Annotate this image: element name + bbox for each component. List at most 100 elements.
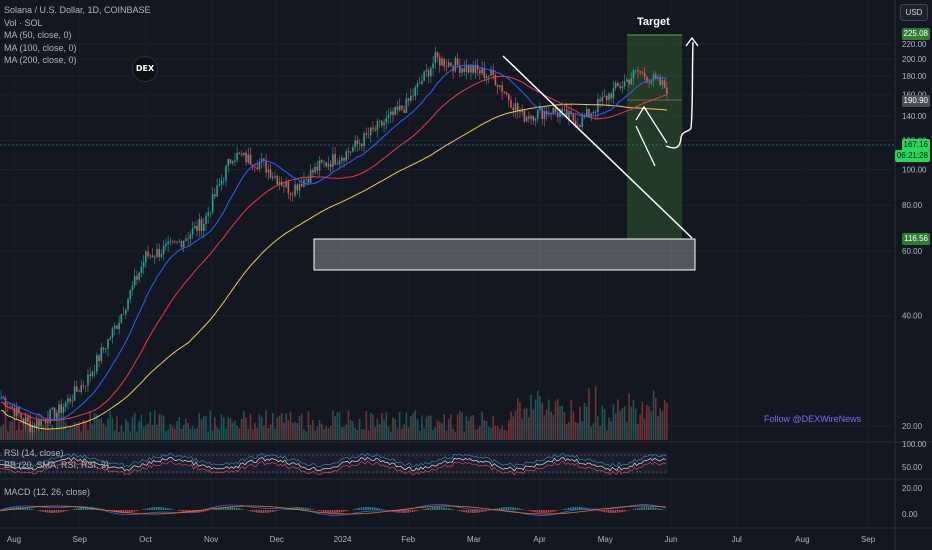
candle-body <box>461 68 463 73</box>
macd-histogram-bar <box>409 510 412 513</box>
volume-bar <box>530 394 532 440</box>
macd-histogram-bar <box>86 507 89 510</box>
candle-body <box>176 241 178 243</box>
target-label: Target <box>637 16 670 28</box>
macd-histogram-bar <box>369 507 372 510</box>
candle-body <box>423 71 425 82</box>
candle-body <box>394 106 397 115</box>
candle-body <box>307 178 310 183</box>
macd-legend[interactable]: MACD (12, 26, close) <box>4 487 91 497</box>
candle-body <box>367 134 370 136</box>
volume-bar <box>309 425 312 440</box>
volume-bar <box>76 423 78 440</box>
volume-bar <box>583 402 586 440</box>
candle-body <box>24 417 27 423</box>
macd-histogram-bar <box>207 510 209 511</box>
candle-body <box>300 184 303 187</box>
candle-body <box>485 76 488 78</box>
symbol-title[interactable]: Solana / U.S. Dollar, 1D, COINBASE <box>4 5 151 15</box>
candle-body <box>256 167 258 170</box>
candle-body <box>318 160 321 171</box>
macd-histogram-bar <box>416 510 418 511</box>
volume-bar <box>659 408 661 440</box>
candle-body <box>211 194 214 213</box>
macd-histogram-bar <box>411 510 414 512</box>
volume-bar <box>407 427 410 440</box>
macd-histogram-bar <box>82 507 84 510</box>
volume-legend[interactable]: Vol · SOL <box>4 17 43 28</box>
macd-histogram-bar <box>605 510 608 513</box>
macd-histogram-bar <box>472 510 474 513</box>
macd-histogram-bar <box>452 509 454 510</box>
volume-bar <box>87 430 89 440</box>
volume-bar <box>492 416 494 440</box>
volume-bar <box>479 426 481 440</box>
volume-bar <box>89 411 91 440</box>
candle-body <box>98 355 100 362</box>
macd-histogram-bar <box>11 507 13 510</box>
volume-bar <box>652 390 655 440</box>
candle-body <box>512 107 515 111</box>
candle-body <box>194 225 196 229</box>
target-zone <box>627 35 682 239</box>
macd-histogram-bar <box>53 510 55 513</box>
volume-bar <box>456 414 459 440</box>
volume-bar <box>93 412 96 440</box>
candle-body <box>332 154 334 167</box>
candle-body <box>508 94 510 100</box>
volume-bar <box>434 427 437 440</box>
volume-bar <box>512 416 515 440</box>
macd-histogram-bar <box>180 510 182 512</box>
macd-histogram-bar <box>236 507 238 510</box>
candle-body <box>570 111 572 115</box>
macd-histogram-bar <box>514 507 516 510</box>
volume-bar <box>42 424 45 440</box>
macd-histogram-bar <box>264 510 267 513</box>
macd-histogram-bar <box>563 509 565 510</box>
ma100-legend[interactable]: MA (100, close, 0) <box>4 42 77 53</box>
macd-histogram-bar <box>269 510 271 513</box>
candle-body <box>296 184 299 191</box>
macd-histogram-bar <box>64 510 67 512</box>
macd-histogram-bar <box>396 510 398 513</box>
macd-histogram-bar <box>267 510 269 513</box>
candle-body <box>62 406 65 413</box>
currency-button[interactable]: USD <box>900 4 928 21</box>
volume-bar <box>18 421 20 440</box>
volume-bar <box>443 414 445 440</box>
macd-histogram-bar <box>300 507 303 510</box>
volume-bar <box>436 420 439 440</box>
macd-histogram-bar <box>331 510 334 513</box>
macd-histogram-bar <box>320 510 323 512</box>
volume-bar <box>27 413 29 440</box>
ma200-legend[interactable]: MA (200, close, 0) <box>4 55 77 65</box>
volume-bar <box>632 400 635 440</box>
macd-histogram-bar <box>387 510 389 511</box>
ma50-legend[interactable]: MA (50, close, 0) <box>4 30 72 40</box>
volume-bar <box>563 412 566 440</box>
macd-histogram-bar <box>447 508 450 510</box>
candle-body <box>652 74 655 81</box>
volume-bar <box>490 428 492 440</box>
watermark-text: Follow @DEXWireNews <box>764 414 862 424</box>
bb-legend[interactable]: BB (20, SMA, RSI, RSI, 2) <box>4 460 110 470</box>
volume-bar <box>198 412 201 440</box>
candle-body <box>352 147 354 152</box>
time-tick-label: Feb <box>401 535 415 544</box>
volume-bar <box>274 428 276 440</box>
candle-body <box>254 167 256 168</box>
volume-bar <box>412 413 414 440</box>
volume-bar <box>532 409 535 440</box>
candle-body <box>309 170 312 183</box>
macd-histogram-bar <box>398 510 401 513</box>
volume-bar <box>251 429 254 440</box>
volume-bar <box>174 428 176 440</box>
volume-bar <box>133 412 136 440</box>
macd-histogram-bar <box>80 507 82 510</box>
volume-bar <box>367 430 370 440</box>
macd-histogram-bar <box>610 510 612 513</box>
candle-body <box>405 98 408 113</box>
rsi-legend[interactable]: RSI (14, close) <box>4 448 64 458</box>
volume-bar <box>559 406 561 440</box>
